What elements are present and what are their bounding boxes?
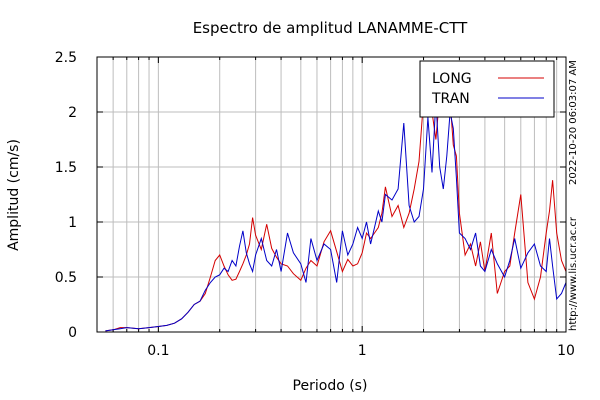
axis-ticks: 0 0.5 1 1.5 2 2.5 0.1 1 10 bbox=[55, 50, 575, 359]
timestamp-label: 2022-10-20 06:03:07 AM bbox=[568, 60, 579, 185]
x-tick-label: 10 bbox=[557, 343, 575, 359]
y-tick-label: 1 bbox=[68, 215, 77, 231]
legend-label-long: LONG bbox=[432, 71, 472, 87]
legend-label-tran: TRAN bbox=[431, 91, 470, 107]
y-axis-label: Amplitud (cm/s) bbox=[6, 139, 22, 251]
x-axis-label: Periodo (s) bbox=[293, 378, 368, 394]
chart-title: Espectro de amplitud LANAMME-CTT bbox=[193, 19, 468, 37]
y-tick-label: 0.5 bbox=[55, 270, 77, 286]
source-url-label: http://www.lis.ucr.ac.cr bbox=[568, 217, 579, 331]
series-line-tran bbox=[105, 100, 567, 332]
x-tick-label: 0.1 bbox=[147, 343, 169, 359]
plot-area bbox=[105, 64, 567, 332]
legend-box bbox=[419, 60, 555, 118]
y-tick-label: 2.5 bbox=[55, 50, 77, 66]
plot-frame bbox=[96, 56, 567, 333]
y-tick-label: 1.5 bbox=[55, 160, 77, 176]
series-line-long bbox=[105, 64, 567, 332]
y-tick-label: 2 bbox=[68, 105, 77, 121]
y-tick-label: 0 bbox=[68, 325, 77, 341]
x-tick-label: 1 bbox=[358, 343, 367, 359]
legend: LONG TRAN bbox=[419, 60, 555, 118]
